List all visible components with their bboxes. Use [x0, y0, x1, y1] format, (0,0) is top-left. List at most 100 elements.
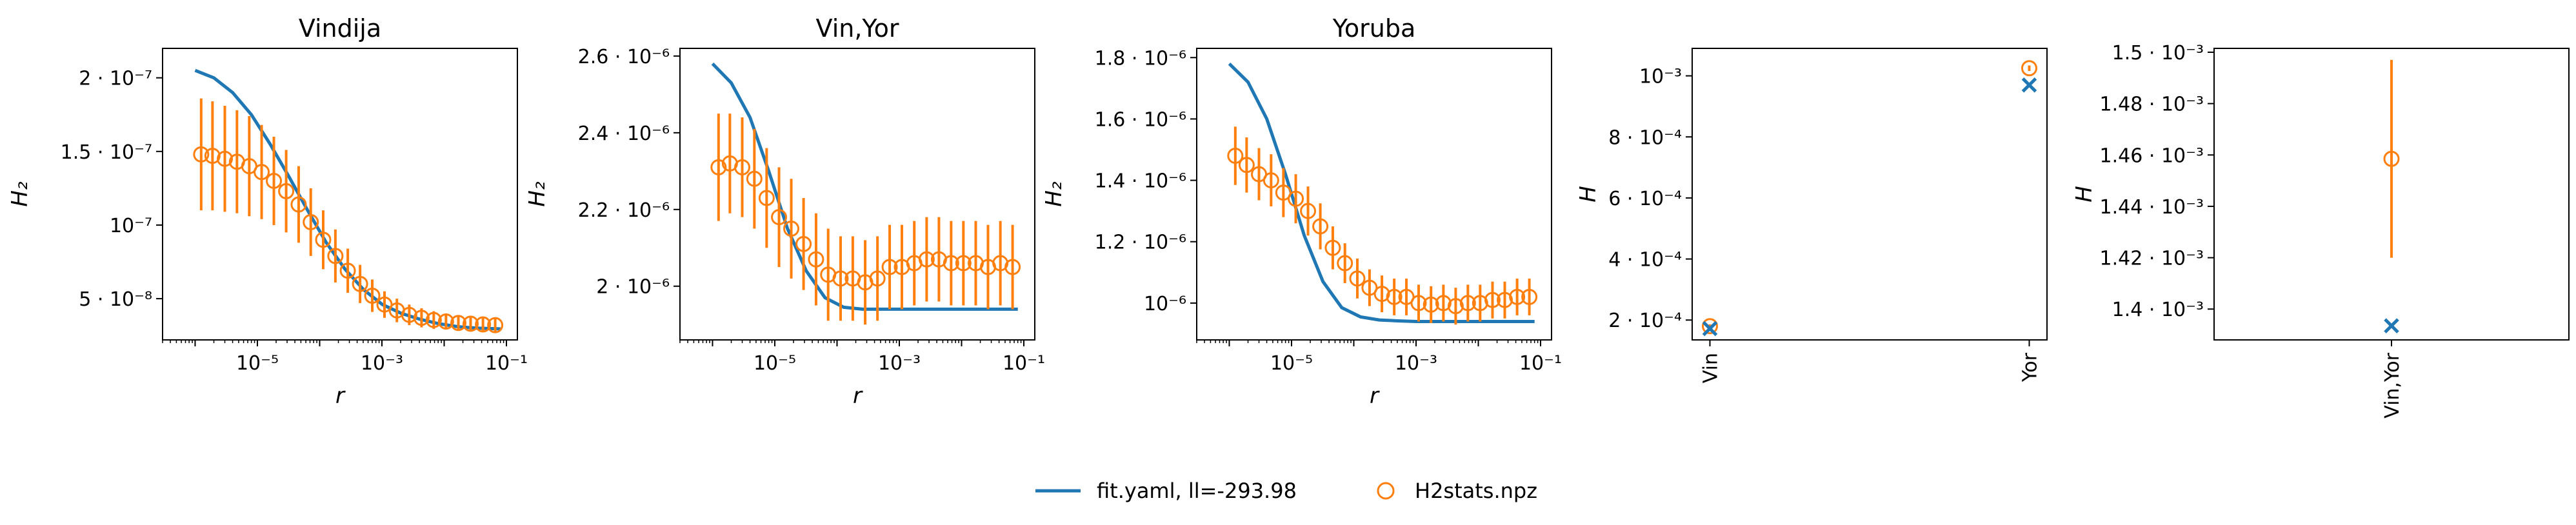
data-point: [1702, 318, 1718, 335]
data-point: [1337, 255, 1353, 272]
panel-3-frame: [1196, 48, 1552, 341]
model-marker-b: [1702, 321, 1718, 337]
data-point: [1386, 288, 1403, 305]
y-tick-label: 1.2 · 10⁻⁶: [1095, 232, 1186, 254]
panel-2-ylabel: H₂: [524, 181, 550, 207]
y-tick-label: 2.4 · 10⁻⁶: [578, 123, 670, 145]
data-point: [266, 172, 283, 189]
y-tick-label: 6 · 10⁻⁴: [1608, 188, 1682, 210]
data-point: [1410, 295, 1427, 312]
legend-data-swatch: [1377, 482, 1395, 500]
y-tick-label: 2 · 10⁻⁷: [79, 68, 152, 90]
data-point: [1275, 184, 1292, 201]
panel-4: 2 · 10⁻⁴ 4 · 10⁻⁴ 6 · 10⁻⁴ 8 · 10⁻⁴ 10⁻³ H Vin…: [1575, 48, 2048, 383]
data-point: [1435, 295, 1452, 312]
data-point: [254, 164, 270, 181]
x-tick-label: 10⁻¹: [485, 352, 528, 375]
y-tick-label: 4 · 10⁻⁴: [1608, 249, 1682, 272]
y-tick-label: 10⁻³: [1639, 66, 1682, 88]
panel-4-ylabel: H: [1575, 186, 1601, 203]
x-tick-label: 10⁻⁵: [754, 352, 796, 375]
data-point: [204, 148, 221, 164]
model-marker: [1702, 321, 1718, 337]
model-marker-b: [2384, 318, 2399, 333]
data-point: [1349, 270, 1366, 287]
data-point: [710, 159, 727, 175]
data-point: [758, 190, 775, 206]
y-tick-label: 1.5 · 10⁻⁷: [61, 141, 152, 164]
data-point: [193, 146, 210, 163]
model-marker-b: [2021, 77, 2037, 93]
legend-data-label: H2stats.npz: [1415, 479, 1537, 503]
panel-5-ylabel: H: [2072, 186, 2097, 203]
panels: Vindija 5 · 10⁻⁸ 10⁻⁷ 1.5 · 10⁻⁷ 2 · 10⁻⁷ H₂ 1…: [7, 14, 2570, 419]
panel-1-title: Vindija: [299, 14, 381, 43]
data-point: [1004, 259, 1021, 275]
legend-model-label: fit.yaml, ll=-293.98: [1097, 479, 1297, 503]
panel-3: Yoruba 10⁻⁶ 1.2 · 10⁻⁶ 1.4 · 10⁻⁶ 1.6 · 10⁻⁶…: [1041, 14, 1562, 409]
data-point: [918, 251, 935, 268]
data-point: [315, 232, 332, 248]
data-point: [783, 221, 800, 237]
x-tick-label: 10⁻¹: [1003, 352, 1045, 375]
y-tick-label: 8 · 10⁻⁴: [1608, 126, 1682, 149]
y-tick-label: 1.44 · 10⁻³: [2100, 196, 2204, 219]
data-point: [1373, 286, 1390, 302]
y-tick-label: 1.6 · 10⁻⁶: [1095, 108, 1186, 131]
data-point: [2383, 150, 2400, 167]
x-category-label: Vin: [1700, 353, 1722, 383]
data-point: [1447, 298, 1464, 315]
y-tick-label: 5 · 10⁻⁸: [79, 288, 152, 311]
data-point: [1238, 157, 1255, 173]
model-line: [1228, 63, 1535, 323]
data-point: [1227, 148, 1244, 164]
data-point: [1312, 218, 1329, 235]
data-point: [1361, 279, 1378, 296]
y-tick-label: 2.6 · 10⁻⁶: [578, 46, 670, 68]
x-category-label: Yor: [2019, 352, 2042, 382]
y-tick-label: 1.4 · 10⁻⁶: [1095, 170, 1186, 193]
data-point: [832, 270, 849, 287]
panel-2: Vin,Yor 2 · 10⁻⁶ 2.2 · 10⁻⁶ 2.4 · 10⁻⁶ 2.6 ·…: [524, 14, 1045, 409]
x-tick-label: 10⁻³: [878, 352, 921, 375]
data-point: [1484, 292, 1501, 308]
x-tick-label: 10⁻¹: [1519, 352, 1562, 375]
y-tick-label: 2 · 10⁻⁶: [596, 276, 670, 299]
data-point: [746, 170, 763, 187]
model-line: [711, 63, 1018, 311]
model-marker: [2384, 318, 2399, 333]
data-point: [487, 317, 504, 333]
data-point: [795, 235, 812, 252]
panel-1-xlabel: r: [335, 383, 346, 409]
panel-5: 1.4 · 10⁻³ 1.42 · 10⁻³ 1.44 · 10⁻³ 1.46 · 1…: [2072, 42, 2570, 419]
panel-2-frame: [679, 48, 1035, 341]
data-point: [450, 315, 466, 332]
data-point: [1300, 203, 1317, 219]
data-point: [808, 251, 824, 268]
data-point: [1423, 296, 1439, 313]
data-point: [1521, 288, 1538, 305]
panel-3-ylabel: H₂: [1041, 181, 1067, 207]
data-point: [401, 306, 417, 323]
panel-3-title: Yoruba: [1332, 14, 1416, 43]
panel-4-frame: [1692, 48, 2048, 341]
data-point: [2021, 60, 2037, 77]
y-tick-label: 1.4 · 10⁻³: [2112, 299, 2204, 321]
panel-5-frame: [2213, 48, 2570, 341]
data-point: [1509, 288, 1526, 305]
data-point: [217, 150, 234, 167]
x-tick-label: 10⁻³: [1395, 352, 1437, 375]
x-tick-label: 10⁻⁵: [236, 352, 279, 375]
data-point: [955, 255, 972, 272]
panel-2-xlabel: r: [853, 383, 863, 409]
x-category-label: Vin,Yor: [2381, 352, 2404, 418]
x-tick-label: 10⁻⁵: [1270, 352, 1313, 375]
model-marker: [2021, 77, 2037, 93]
panel-1-ylabel: H₂: [7, 181, 33, 207]
data-point: [278, 183, 295, 199]
data-point: [475, 316, 492, 333]
y-tick-label: 1.46 · 10⁻³: [2100, 144, 2204, 167]
data-point: [339, 262, 356, 279]
x-tick-label: 10⁻³: [361, 352, 403, 375]
